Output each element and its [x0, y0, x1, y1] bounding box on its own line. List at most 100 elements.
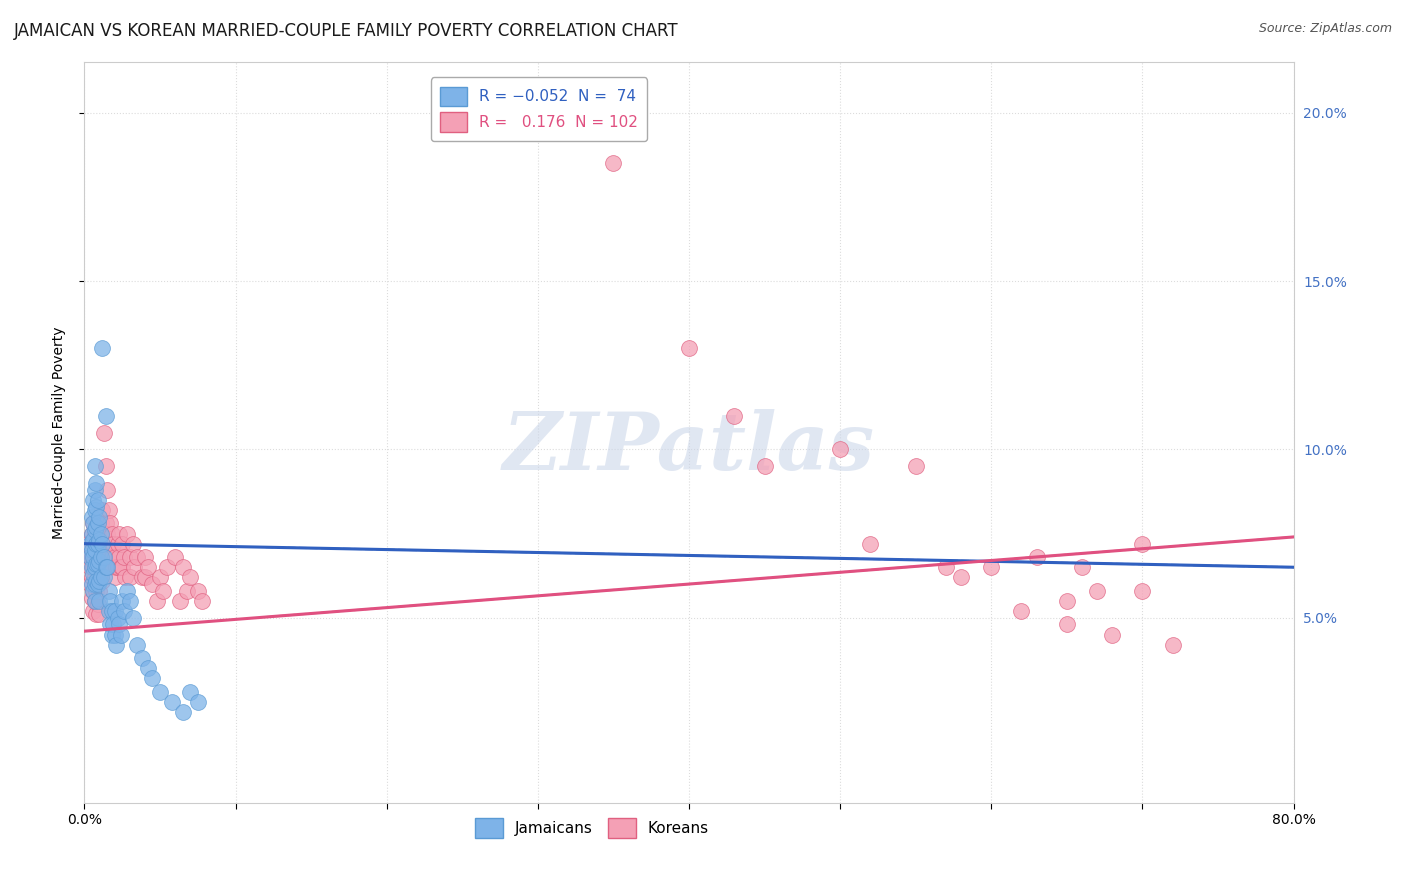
Point	[91, 526, 114, 541]
Point	[82, 583, 104, 598]
Point	[602, 156, 624, 170]
Point	[134, 550, 156, 565]
Point	[93, 550, 115, 565]
Point	[165, 550, 187, 565]
Point	[86, 536, 108, 550]
Point	[94, 560, 117, 574]
Point	[121, 610, 143, 624]
Point	[94, 516, 117, 531]
Point	[118, 570, 141, 584]
Point	[86, 583, 108, 598]
Point	[96, 526, 118, 541]
Point	[115, 583, 138, 598]
Point	[122, 560, 145, 574]
Point	[79, 577, 101, 591]
Point	[112, 604, 135, 618]
Point	[723, 409, 745, 423]
Point	[101, 536, 124, 550]
Point	[114, 570, 136, 584]
Point	[90, 550, 112, 565]
Point	[187, 695, 209, 709]
Point	[127, 550, 149, 565]
Point	[96, 550, 118, 565]
Point	[90, 526, 112, 541]
Point	[89, 574, 111, 588]
Point	[146, 594, 169, 608]
Point	[80, 560, 103, 574]
Point	[80, 526, 103, 541]
Point	[94, 459, 117, 474]
Point	[1025, 550, 1047, 565]
Point	[86, 536, 108, 550]
Point	[169, 594, 191, 608]
Point	[93, 536, 115, 550]
Point	[80, 550, 103, 565]
Point	[107, 560, 129, 574]
Point	[98, 560, 121, 574]
Point	[108, 526, 131, 541]
Point	[89, 553, 111, 567]
Point	[172, 560, 194, 574]
Point	[98, 617, 121, 632]
Point	[100, 526, 122, 541]
Point	[152, 583, 174, 598]
Point	[1130, 583, 1153, 598]
Point	[80, 570, 103, 584]
Point	[86, 574, 108, 588]
Point	[97, 583, 120, 598]
Point	[80, 577, 103, 591]
Point	[104, 570, 127, 584]
Point	[187, 583, 209, 598]
Point	[91, 503, 114, 517]
Point	[1085, 583, 1108, 598]
Legend: Jamaicans, Koreans: Jamaicans, Koreans	[467, 809, 718, 847]
Point	[136, 560, 159, 574]
Point	[678, 342, 700, 356]
Point	[89, 533, 111, 548]
Point	[84, 483, 107, 497]
Point	[82, 560, 104, 574]
Point	[89, 536, 111, 550]
Point	[82, 516, 104, 531]
Point	[91, 342, 114, 356]
Point	[110, 560, 132, 574]
Point	[84, 594, 107, 608]
Point	[176, 583, 198, 598]
Point	[87, 536, 110, 550]
Point	[156, 560, 179, 574]
Point	[127, 638, 149, 652]
Point	[79, 560, 101, 574]
Point	[104, 550, 127, 565]
Point	[172, 705, 194, 719]
Point	[107, 536, 129, 550]
Point	[149, 570, 172, 584]
Point	[84, 577, 107, 591]
Point	[100, 604, 122, 618]
Point	[93, 560, 115, 574]
Point	[105, 638, 128, 652]
Point	[84, 570, 107, 584]
Text: Source: ZipAtlas.com: Source: ZipAtlas.com	[1258, 22, 1392, 36]
Text: ZIPatlas: ZIPatlas	[503, 409, 875, 486]
Point	[149, 685, 172, 699]
Point	[80, 543, 103, 558]
Point	[111, 560, 134, 574]
Point	[97, 536, 120, 550]
Point	[91, 550, 114, 565]
Point	[86, 557, 108, 571]
Point	[89, 594, 111, 608]
Point	[87, 526, 110, 541]
Point	[191, 594, 214, 608]
Point	[84, 503, 107, 517]
Point	[179, 570, 201, 584]
Point	[935, 560, 957, 574]
Point	[97, 604, 120, 618]
Point	[96, 483, 118, 497]
Point	[86, 500, 108, 514]
Point	[82, 566, 104, 581]
Point	[110, 627, 132, 641]
Point	[80, 591, 103, 605]
Point	[160, 695, 183, 709]
Point	[82, 604, 104, 618]
Point	[82, 536, 104, 550]
